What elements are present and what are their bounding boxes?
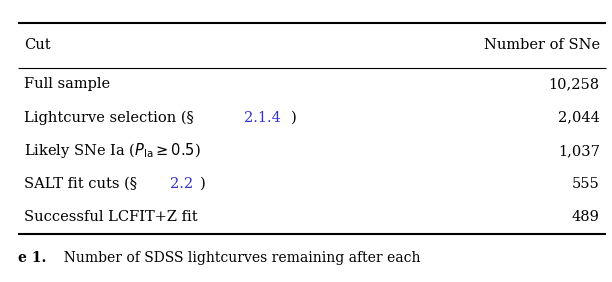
Text: 1,037: 1,037 [558, 144, 600, 158]
Text: 489: 489 [572, 210, 600, 224]
Text: Likely SNe Ia ($P_{\mathrm{Ia}} \geq 0.5$): Likely SNe Ia ($P_{\mathrm{Ia}} \geq 0.5… [24, 141, 201, 160]
Text: Successful LCFIT+Z fit: Successful LCFIT+Z fit [24, 210, 198, 224]
Text: Number of SDSS lightcurves remaining after each: Number of SDSS lightcurves remaining aft… [55, 251, 420, 265]
Text: 2,044: 2,044 [558, 111, 600, 125]
Text: ): ) [200, 177, 206, 191]
Text: 555: 555 [572, 177, 600, 191]
Text: 2.1.4: 2.1.4 [244, 111, 280, 125]
Text: Cut: Cut [24, 38, 51, 52]
Text: Lightcurve selection (§: Lightcurve selection (§ [24, 110, 194, 125]
Text: 2.2: 2.2 [170, 177, 193, 191]
Text: 10,258: 10,258 [548, 77, 600, 91]
Text: Full sample: Full sample [24, 77, 111, 91]
Text: ): ) [291, 111, 297, 125]
Text: e 1.: e 1. [18, 251, 47, 265]
Text: SALT fit cuts (§: SALT fit cuts (§ [24, 177, 138, 191]
Text: Number of SNe: Number of SNe [483, 38, 600, 52]
